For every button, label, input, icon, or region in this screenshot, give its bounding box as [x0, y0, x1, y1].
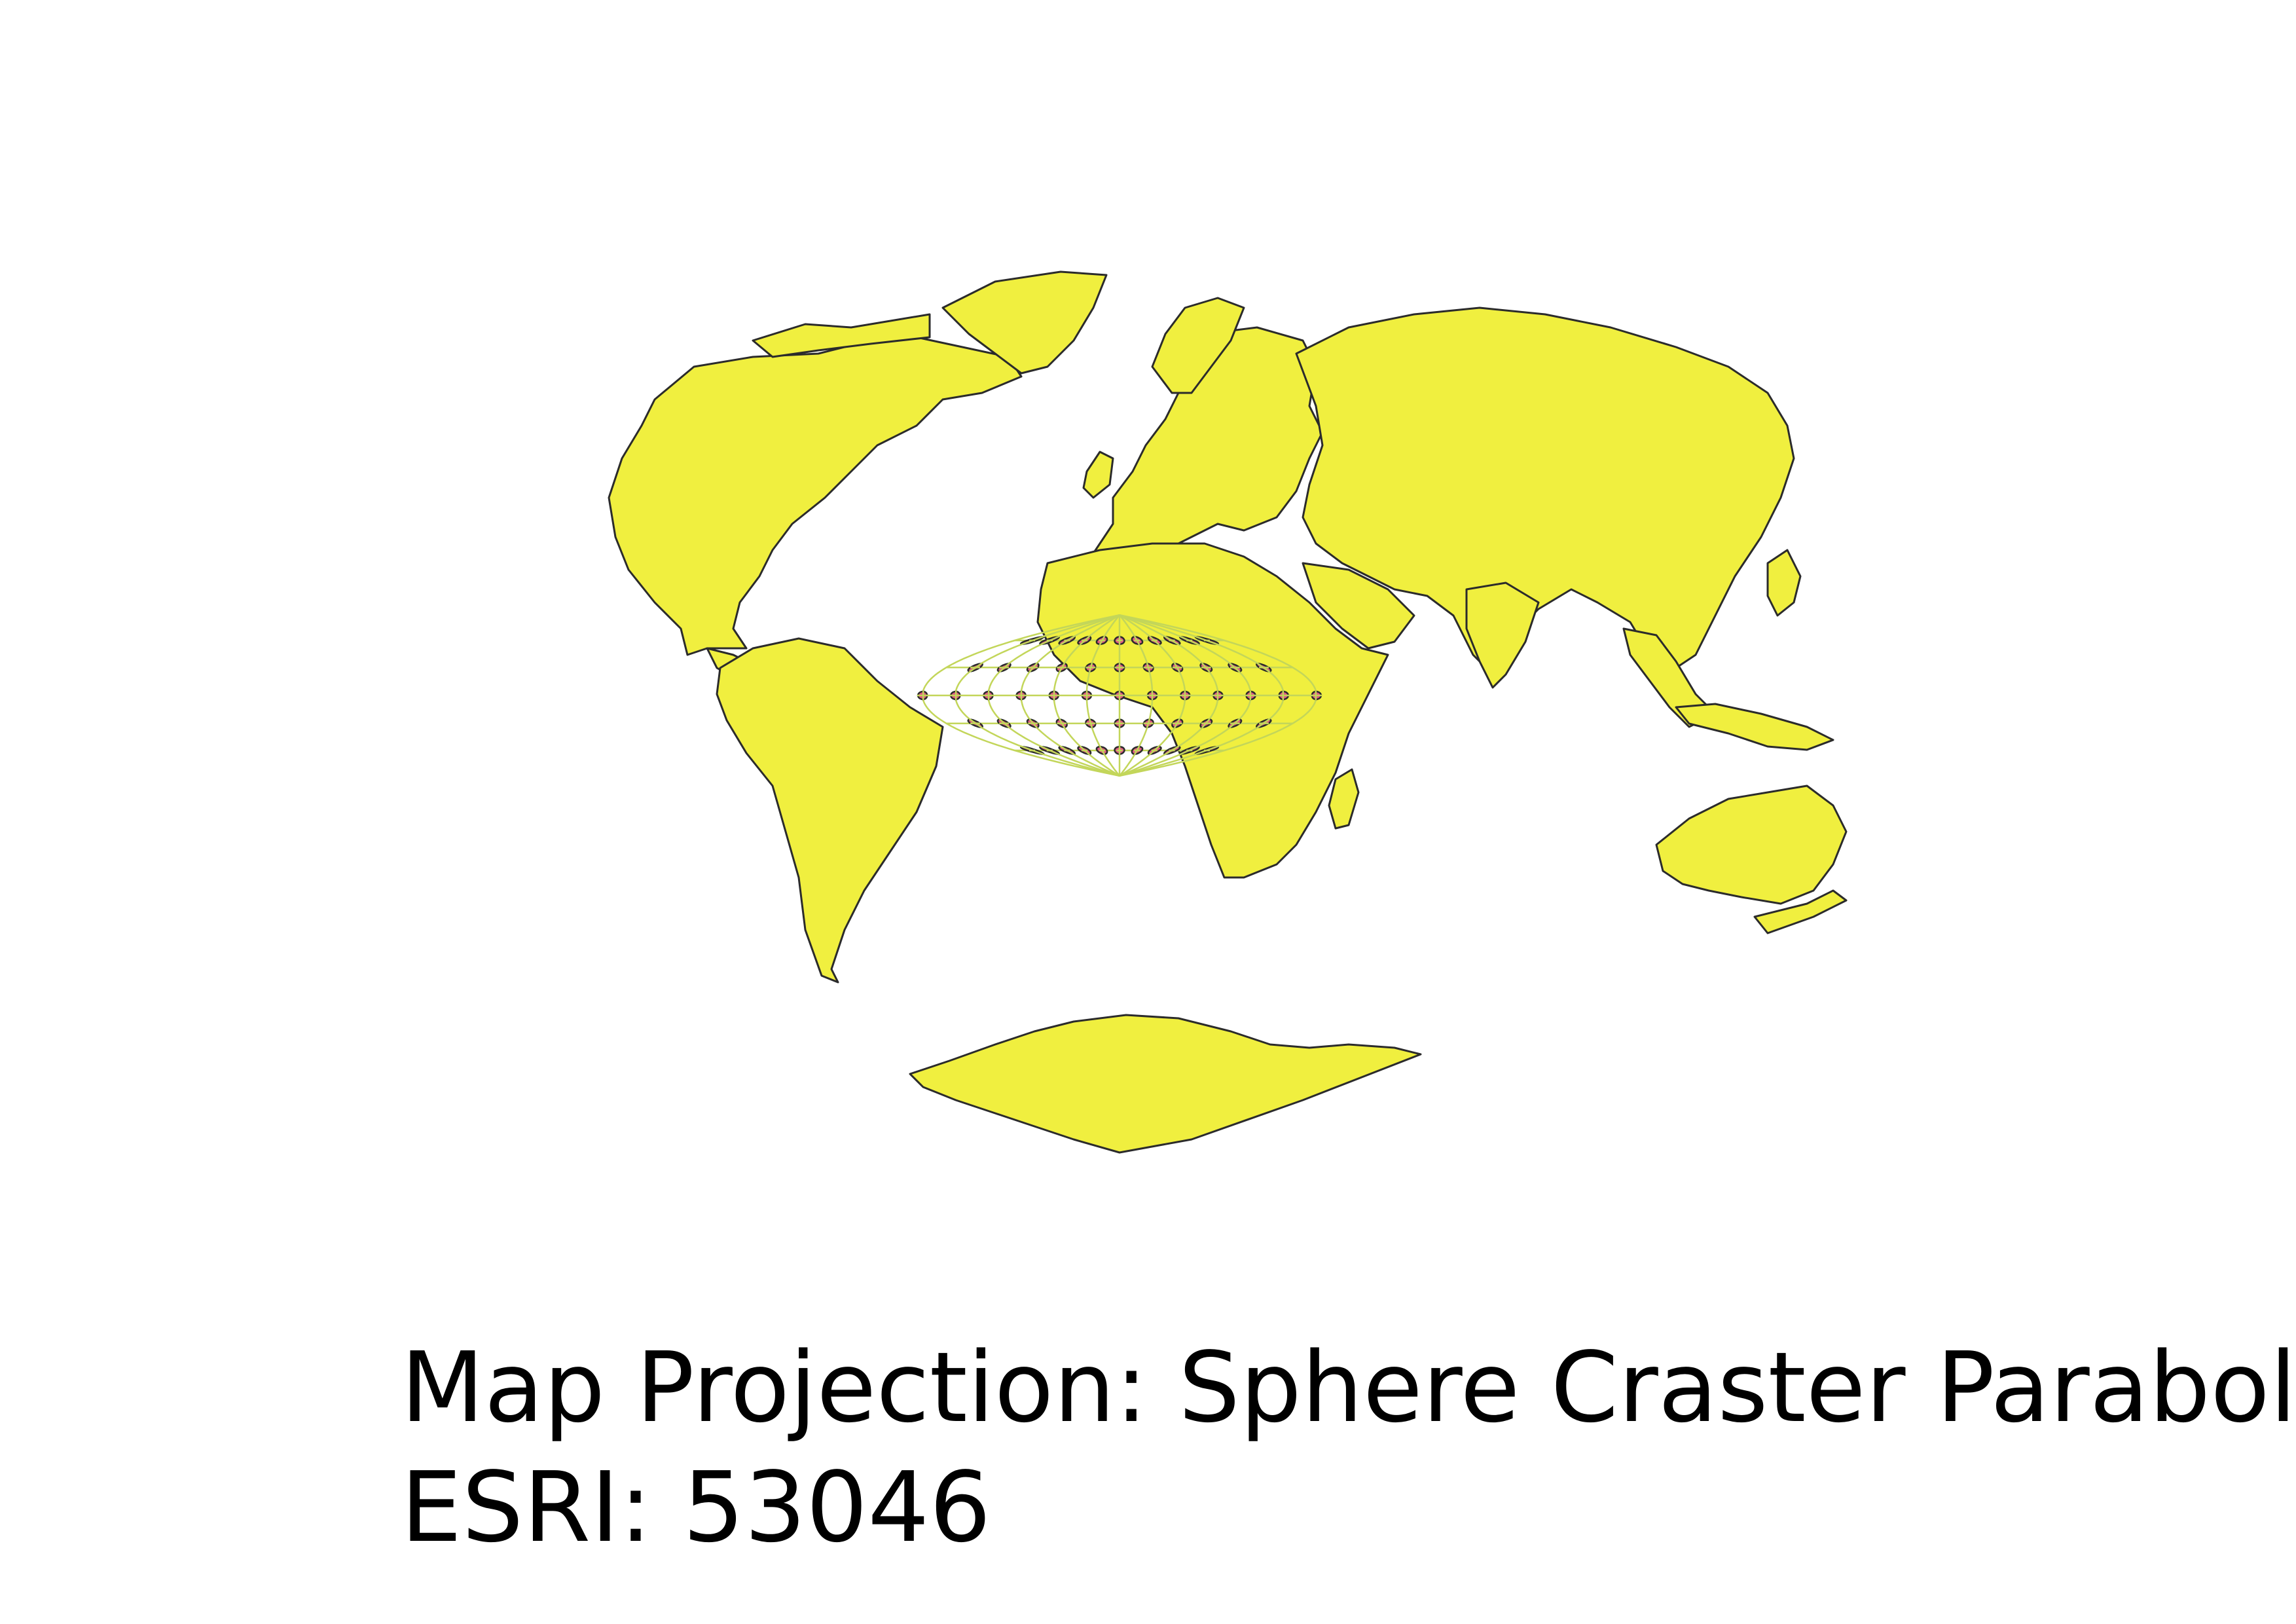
- landmass-greenland: [941, 270, 1108, 375]
- landmass-africa: [1036, 542, 1389, 879]
- tissot-meridian-segment: [1099, 745, 1106, 756]
- landmass-madagascar: [1328, 768, 1360, 830]
- tissot-meridian-segment: [1148, 635, 1160, 646]
- tissot-meridian-segment: [1256, 662, 1271, 673]
- tissot-meridian-segment: [1173, 718, 1180, 729]
- landmass-arabia: [1302, 562, 1415, 650]
- tissot-meridian-segment: [1019, 635, 1046, 646]
- tissot-meridian-segment: [1059, 718, 1066, 729]
- landmass-south-america: [716, 637, 944, 984]
- landmass-uk: [1082, 451, 1114, 499]
- tissot-meridian-segment: [1133, 635, 1140, 646]
- tissot-meridian-segment: [968, 662, 983, 673]
- tissot-meridian-segment: [1173, 662, 1180, 673]
- tissot-meridian-segment: [1146, 662, 1151, 673]
- tissot-meridian-segment: [1029, 662, 1038, 673]
- landmass-indonesia: [1675, 703, 1834, 751]
- landmass-japan: [1766, 549, 1802, 617]
- tissot-meridian-segment: [1059, 662, 1066, 673]
- tissot-meridian-segment: [1099, 635, 1106, 646]
- tissot-meridian-segment: [1228, 662, 1241, 673]
- tissot-meridian-segment: [1178, 635, 1199, 646]
- tissot-meridian-segment: [1059, 745, 1076, 756]
- tissot-meridian-segment: [968, 718, 983, 729]
- tissot-meridian-segment: [1079, 745, 1091, 756]
- landmass-australia: [1655, 784, 1848, 905]
- landmass-antarctica: [909, 1014, 1422, 1154]
- tissot-meridian-segment: [1148, 745, 1160, 756]
- tissot-meridian-segment: [1059, 635, 1076, 646]
- tissot-meridian-segment: [1133, 745, 1140, 756]
- landmass-north-america: [608, 336, 1023, 656]
- tissot-meridian-segment: [1256, 718, 1271, 729]
- tissot-meridian-segment: [1029, 718, 1038, 729]
- projection-code-caption: ESRI: 53046: [401, 1451, 991, 1564]
- projection-name-caption: Map Projection: Sphere Craster Parabolic: [401, 1331, 2296, 1444]
- tissot-meridian-segment: [1178, 745, 1199, 756]
- tissot-meridian-segment: [1040, 635, 1061, 646]
- tissot-indicatrix-layer: [917, 635, 1322, 756]
- tissot-meridian-segment: [1040, 745, 1061, 756]
- tissot-meridian-segment: [1201, 662, 1211, 673]
- tissot-meridian-segment: [1163, 745, 1180, 756]
- tissot-meridian-segment: [1163, 635, 1180, 646]
- tissot-meridian-segment: [1201, 718, 1211, 729]
- tissot-meridian-segment: [998, 662, 1011, 673]
- landmass-scandinavia: [1151, 297, 1245, 394]
- tissot-meridian-segment: [1228, 718, 1241, 729]
- tissot-meridian-segment: [1088, 718, 1093, 729]
- tissot-meridian-segment: [1019, 745, 1046, 756]
- land-layer: [608, 270, 1848, 1154]
- tissot-meridian-segment: [1194, 635, 1220, 646]
- tissot-meridian-segment: [1088, 662, 1093, 673]
- tissot-meridian-segment: [1079, 635, 1091, 646]
- landmass-new-zealand: [1753, 889, 1848, 934]
- tissot-meridian-segment: [1146, 718, 1151, 729]
- landmass-canadian-arctic: [752, 313, 931, 358]
- tissot-meridian-segment: [998, 718, 1011, 729]
- landmass-india: [1465, 581, 1540, 689]
- tissot-meridian-segment: [1194, 745, 1220, 756]
